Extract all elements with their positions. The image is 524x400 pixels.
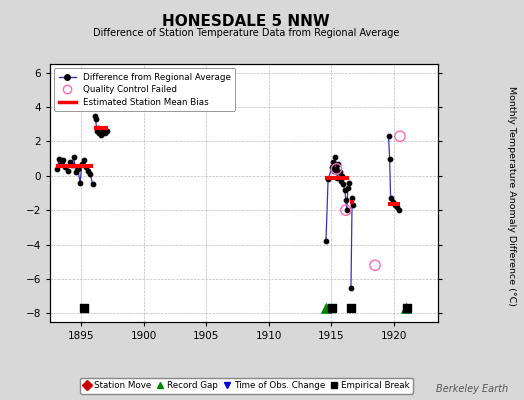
Point (84, 168, 93, 174)
Text: HONESDALE 5 NNW: HONESDALE 5 NNW (162, 14, 330, 29)
Point (96, 131, 105, 138)
Point (61, 164, 70, 170)
Point (402, 305, 410, 312)
Legend: Difference from Regional Average, Quality Control Failed, Estimated Station Mean: Difference from Regional Average, Qualit… (54, 68, 235, 111)
Point (330, 168, 339, 174)
Point (322, 305, 330, 312)
Point (72, 169, 80, 176)
Point (347, 305, 355, 312)
Point (57, 160, 66, 167)
Point (322, 238, 330, 244)
Point (329, 159, 337, 165)
Point (86, 171, 95, 177)
Point (341, 186, 349, 193)
Point (101, 130, 110, 136)
Point (389, 198, 397, 205)
Point (76, 180, 84, 186)
Point (348, 195, 356, 201)
Point (371, 262, 379, 268)
Point (70, 154, 78, 160)
Point (339, 181, 347, 188)
Point (66, 159, 74, 165)
Point (343, 207, 351, 214)
Point (334, 160, 343, 167)
Point (347, 284, 355, 291)
Point (95, 130, 103, 136)
Point (80, 305, 89, 312)
Point (335, 169, 344, 176)
Point (392, 204, 401, 210)
Point (333, 174, 342, 181)
Point (386, 195, 395, 201)
Point (336, 178, 345, 184)
Point (396, 133, 404, 140)
Point (384, 133, 392, 140)
Point (80, 157, 89, 164)
Point (395, 207, 403, 214)
Point (403, 305, 411, 312)
Point (345, 180, 353, 186)
Point (92, 116, 100, 122)
Point (74, 166, 82, 172)
Point (344, 185, 352, 191)
Text: Berkeley Earth: Berkeley Earth (436, 384, 508, 394)
Point (93, 128, 101, 134)
Point (328, 305, 336, 312)
Text: Monthly Temperature Anomaly Difference (°C): Monthly Temperature Anomaly Difference (… (507, 86, 516, 306)
Point (99, 128, 107, 134)
Point (90, 112, 99, 119)
Point (63, 168, 72, 174)
Point (386, 155, 394, 162)
Point (328, 164, 336, 170)
Point (337, 172, 346, 179)
Point (93, 124, 102, 131)
Legend: Station Move, Record Gap, Time of Obs. Change, Empirical Break: Station Move, Record Gap, Time of Obs. C… (80, 378, 413, 394)
Point (342, 197, 350, 203)
Point (78, 160, 86, 167)
Point (55, 155, 63, 162)
Point (332, 166, 341, 172)
Point (59, 157, 68, 164)
Text: Difference of Station Temperature Data from Regional Average: Difference of Station Temperature Data f… (93, 28, 399, 38)
Point (53, 166, 61, 172)
Point (103, 128, 111, 134)
Point (342, 207, 350, 214)
Point (331, 154, 340, 160)
Point (390, 202, 399, 208)
Point (349, 202, 357, 208)
Point (82, 164, 91, 170)
Point (324, 176, 332, 182)
Point (68, 162, 76, 169)
Point (89, 181, 97, 188)
Point (332, 166, 341, 172)
